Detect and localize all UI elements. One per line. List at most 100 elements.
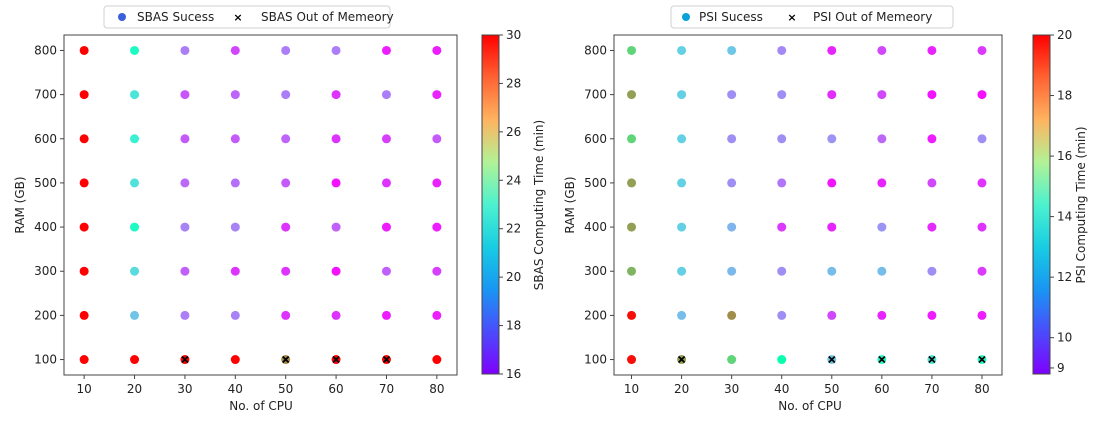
out-of-memory-marker [878,355,886,364]
success-point [432,134,442,144]
colorbar-tick-label: 9 [1057,361,1065,375]
success-point [180,266,190,276]
psi-legend-success-label: PSI Sucess [699,10,763,24]
colorbar-tick-label: 26 [506,125,521,139]
psi-x-axis-label: No. of CPU [778,399,842,413]
y-tick-label: 800 [584,43,607,57]
success-point [677,178,687,188]
success-point [381,45,391,55]
success-point [627,310,637,320]
success-point [627,134,637,144]
psi-legend: PSI Sucess × PSI Out of Memeory [670,5,954,29]
psi-points [627,45,987,365]
x-tick-label: 80 [974,382,989,396]
success-point [79,222,89,232]
success-point [180,178,190,188]
colorbar-tick-label: 16 [506,367,521,381]
success-point [432,266,442,276]
colorbar-tick-label: 12 [1057,270,1072,284]
sbas-legend-box [103,5,391,29]
success-point [281,178,291,188]
psi-axes-frame [613,34,1003,376]
sbas-legend-oom-marker: × [233,11,242,24]
x-tick-label: 20 [127,382,142,396]
success-point [677,222,687,232]
success-point [281,310,291,320]
success-point [977,134,987,144]
y-tick-label: 600 [34,132,57,146]
sbas-legend-oom-label: SBAS Out of Memeory [261,10,394,24]
success-point [130,178,140,188]
success-point [727,355,737,365]
x-tick-label: 80 [429,382,444,396]
success-point [677,310,687,320]
success-point [977,90,987,100]
success-point [877,266,887,276]
success-point [79,355,89,365]
success-point [130,45,140,55]
psi-legend-success-marker [682,13,690,21]
success-point [877,90,887,100]
out-of-memory-marker [677,355,686,364]
psi-legend-box [670,5,954,29]
success-point [727,310,737,320]
sbas-colorbar [481,34,500,375]
out-of-memory-marker [181,355,189,364]
success-point [180,222,190,232]
colorbar-tick-label: 20 [506,270,521,284]
success-point [331,134,341,144]
success-point [79,45,89,55]
success-point [877,310,887,320]
success-point [432,355,442,365]
x-tick-label: 30 [724,382,739,396]
success-point [827,266,837,276]
success-point [777,310,787,320]
x-tick-label: 70 [924,382,939,396]
x-tick-label: 20 [674,382,689,396]
success-point [432,222,442,232]
success-point [777,45,787,55]
success-point [627,355,637,365]
sbas-colorbar-ticks: 16 18 20 22 24 26 28 30 [499,28,521,381]
success-point [79,90,89,100]
y-tick-label: 300 [34,264,57,278]
success-point [727,45,737,55]
success-point [381,222,391,232]
success-point [777,90,787,100]
y-tick-label: 200 [34,308,57,322]
psi-panel: PSI Sucess × PSI Out of Memeory 10 20 30 40… [563,5,1088,413]
colorbar-tick-label: 18 [1057,89,1072,103]
success-point [130,266,140,276]
colorbar-tick-label: 20 [1057,28,1072,42]
sbas-x-axis-label: No. of CPU [229,399,293,413]
success-point [180,134,190,144]
success-point [180,90,190,100]
success-point [381,266,391,276]
colorbar-tick-label: 10 [1057,331,1072,345]
out-of-memory-marker [978,355,986,364]
x-tick-label: 50 [278,382,293,396]
success-point [627,178,637,188]
success-point [727,266,737,276]
success-point [381,90,391,100]
success-point [331,266,341,276]
success-point [627,45,637,55]
colorbar-tick-label: 22 [506,222,521,236]
psi-legend-oom-marker: × [787,11,796,24]
psi-colorbar [1032,34,1051,375]
sbas-x-ticks: 10 20 30 40 50 60 70 80 [77,375,444,396]
success-point [927,310,937,320]
success-point [130,310,140,320]
success-point [381,310,391,320]
success-point [79,310,89,320]
success-point [977,45,987,55]
success-point [79,178,89,188]
success-point [331,222,341,232]
success-point [827,90,837,100]
success-point [130,222,140,232]
x-tick-label: 30 [177,382,192,396]
x-tick-label: 60 [328,382,343,396]
sbas-legend: SBAS Sucess × SBAS Out of Memeory [103,5,394,29]
success-point [877,222,887,232]
